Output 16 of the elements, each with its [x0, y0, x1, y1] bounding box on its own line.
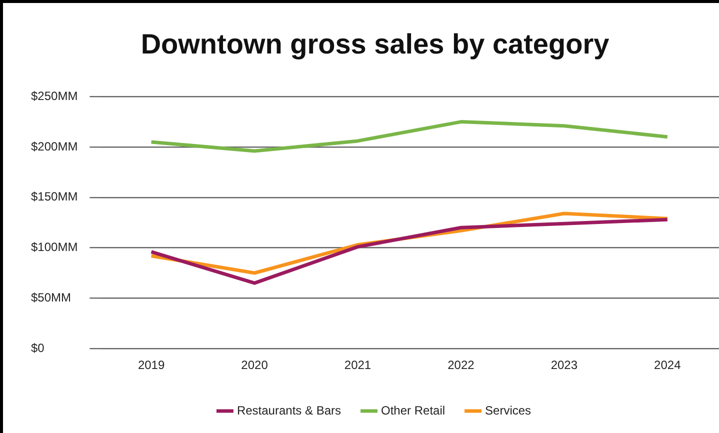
x-tick-label: 2019 [138, 358, 165, 372]
x-tick-label: 2022 [448, 358, 475, 372]
y-tick-label: $250MM [31, 88, 78, 103]
x-tick-label: 2021 [344, 358, 372, 372]
y-tick-label: $50MM [31, 290, 72, 305]
x-tick-label: 2023 [550, 358, 578, 372]
legend-label: Services [485, 403, 532, 418]
y-tick-label: $0 [31, 340, 45, 355]
y-tick-label: $100MM [31, 240, 78, 254]
chart-title: Downtown gross sales by category [140, 28, 610, 60]
legend-label: Other Retail [381, 403, 446, 418]
x-tick-label: 2020 [241, 358, 268, 372]
legend-label: Restaurants & Bars [236, 403, 342, 418]
y-tick-label: $200MM [31, 139, 78, 154]
x-tick-label: 2024 [654, 358, 682, 372]
y-tick-label: $150MM [31, 190, 78, 204]
